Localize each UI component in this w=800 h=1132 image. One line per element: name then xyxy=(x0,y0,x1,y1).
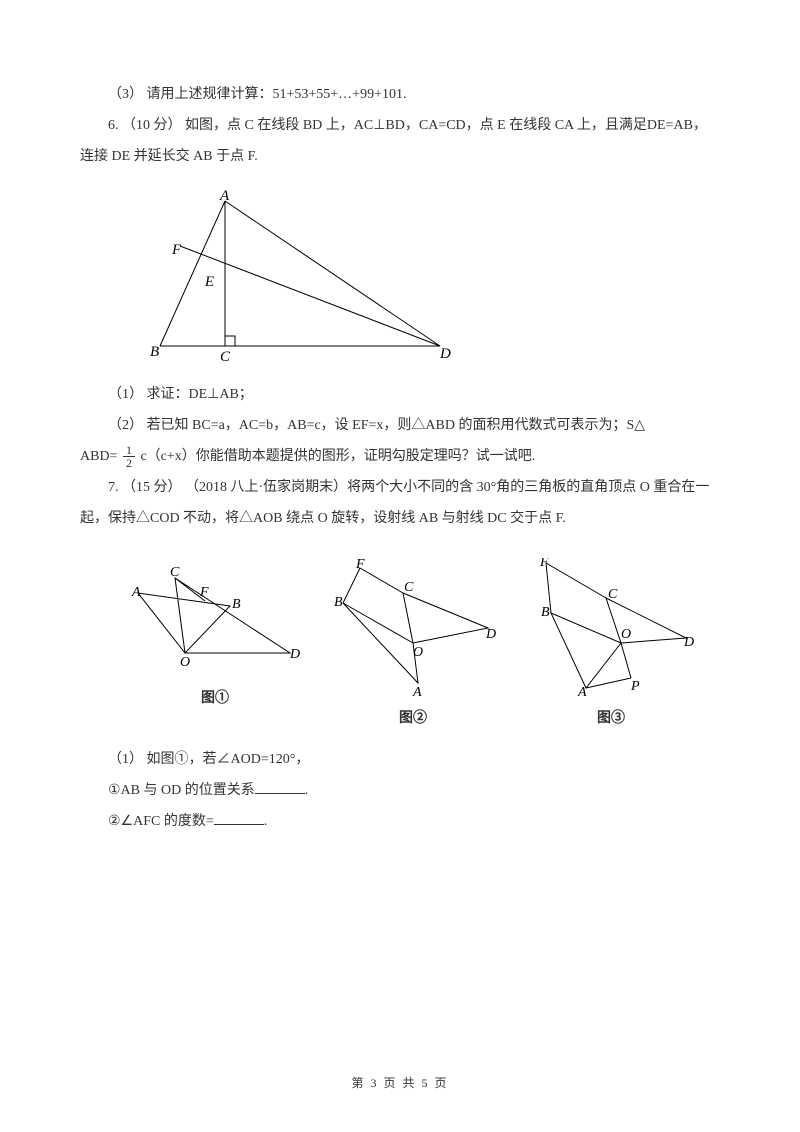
blank-2 xyxy=(214,811,264,825)
q7-stem: 7. （15 分） （2018 八上·伍家岗期末）将两个大小不同的含 30°角的… xyxy=(80,473,720,535)
svg-text:O: O xyxy=(180,655,190,670)
svg-text:A: A xyxy=(219,188,230,204)
svg-text:C: C xyxy=(170,565,180,580)
svg-text:P: P xyxy=(630,679,640,694)
q7-figure-3: A B C D O F P 图③ xyxy=(526,558,696,735)
q7-sub1-text: ①AB 与 OD 的位置关系 xyxy=(108,783,255,798)
q7-sub2-end: . xyxy=(264,814,268,829)
q7-sub1: ①AB 与 OD 的位置关系. xyxy=(80,776,720,807)
svg-text:O: O xyxy=(621,627,631,642)
svg-text:D: D xyxy=(683,635,694,650)
q6-stem: 6. （10 分） 如图，点 C 在线段 BD 上，AC⊥BD，CA=CD，点 … xyxy=(80,111,720,173)
svg-text:D: D xyxy=(439,346,451,362)
q7-sub1-end: . xyxy=(305,783,309,798)
svg-text:D: D xyxy=(485,627,496,642)
svg-text:A: A xyxy=(577,685,587,698)
q7-figures: A B C D O F 图① A B xyxy=(130,558,720,735)
svg-text:B: B xyxy=(150,344,159,360)
svg-text:C: C xyxy=(220,349,231,365)
q7-caption-3: 图③ xyxy=(526,704,696,735)
svg-text:E: E xyxy=(204,274,214,290)
fraction-half: 1 2 xyxy=(123,444,135,469)
page-footer: 第 3 页 共 5 页 xyxy=(0,1070,800,1096)
q6-part2b-prefix: ABD= xyxy=(80,449,117,464)
svg-text:F: F xyxy=(355,558,365,572)
svg-text:A: A xyxy=(412,685,422,698)
svg-text:D: D xyxy=(289,647,300,662)
svg-text:F: F xyxy=(171,242,182,258)
q6-part2a: （2） 若已知 BC=a，AC=b，AB=c，设 EF=x，则△ABD 的面积用… xyxy=(80,411,720,442)
svg-text:C: C xyxy=(404,580,414,595)
q7-figure-1: A B C D O F 图① xyxy=(130,558,300,715)
q6-part1: （1） 求证：DE⊥AB； xyxy=(80,380,720,411)
q7-sub2: ②∠AFC 的度数=. xyxy=(80,807,720,838)
svg-text:F: F xyxy=(199,585,209,600)
q6-part2b-suffix: c（c+x）你能借助本题提供的图形，证明勾股定理吗？试一试吧. xyxy=(140,449,535,464)
blank-1 xyxy=(255,780,305,794)
svg-text:B: B xyxy=(334,595,343,610)
q7-caption-1: 图① xyxy=(130,684,300,715)
q7-part1: （1） 如图①，若∠AOD=120°， xyxy=(80,745,720,776)
svg-text:F: F xyxy=(539,558,549,570)
q5-part3: （3） 请用上述规律计算：51+53+55+…+99+101. xyxy=(80,80,720,111)
q6-figure: A B C D E F xyxy=(140,186,720,366)
q7-caption-2: 图② xyxy=(328,704,498,735)
svg-text:C: C xyxy=(608,587,618,602)
svg-text:B: B xyxy=(541,605,550,620)
q6-part2b: ABD= 1 2 c（c+x）你能借助本题提供的图形，证明勾股定理吗？试一试吧. xyxy=(80,442,720,473)
q7-sub2-text: ②∠AFC 的度数= xyxy=(108,814,214,829)
frac-den: 2 xyxy=(123,457,135,469)
svg-text:A: A xyxy=(131,585,141,600)
q7-figure-2: A B C D O F 图② xyxy=(328,558,498,735)
svg-text:O: O xyxy=(413,645,423,660)
svg-text:B: B xyxy=(232,597,241,612)
